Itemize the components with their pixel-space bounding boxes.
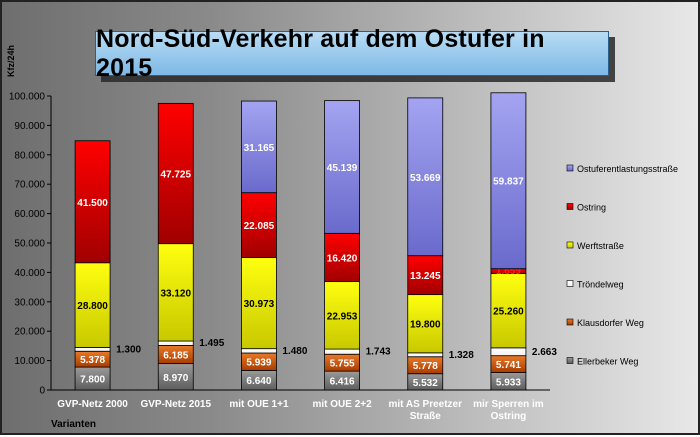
data-label: 1.328 xyxy=(449,350,474,361)
x-category-label: GVP-Netz 2015 xyxy=(140,399,211,410)
data-label: 19.800 xyxy=(410,320,441,331)
legend-label: Ostuferentlastungsstraße xyxy=(577,164,678,174)
data-label: 8.970 xyxy=(163,373,188,384)
x-axis-label: Varianten xyxy=(51,419,97,430)
data-label: 25.260 xyxy=(493,307,524,318)
bar-segment-tr-ndelweg xyxy=(490,347,527,357)
data-label: 1.659 xyxy=(496,266,521,277)
legend-label: Ostring xyxy=(577,203,606,213)
y-tick-label: 60.000 xyxy=(14,209,45,220)
x-category-label: mit AS Preetzer xyxy=(388,399,462,410)
legend-swatch xyxy=(566,241,574,249)
data-label: 22.085 xyxy=(244,221,275,232)
legend-label: Werftstraße xyxy=(577,241,624,251)
bar-segment-tr-ndelweg xyxy=(157,340,194,346)
data-label: 5.939 xyxy=(246,358,271,369)
legend-label: Tröndelweg xyxy=(577,280,624,290)
y-tick-label: 70.000 xyxy=(14,180,45,191)
bar-segment-tr-ndelweg xyxy=(324,348,360,355)
bar-segment-tr-ndelweg xyxy=(241,348,277,354)
chart-title: Nord-Süd-Verkehr auf dem Ostufer in 2015 xyxy=(96,24,545,82)
data-label: 59.837 xyxy=(493,177,524,188)
bar-segment-werftstra-e xyxy=(157,243,194,342)
x-category-label: GVP-Netz 2000 xyxy=(57,399,128,410)
x-category-label: mir Sperren im xyxy=(473,399,544,410)
data-label: 5.755 xyxy=(330,359,355,370)
data-label: 1.743 xyxy=(366,347,391,358)
data-label: 6.416 xyxy=(330,377,355,388)
bar-segment-ostring xyxy=(74,140,111,264)
bar-segment-ostuferentlastungsstra-e xyxy=(324,100,360,234)
bar-segment-tr-ndelweg xyxy=(407,352,444,358)
legend-swatch xyxy=(566,203,574,210)
bar-segment-werftstra-e xyxy=(490,273,527,349)
legend-label: Ellerbeker Weg xyxy=(577,357,638,367)
data-label: 47.725 xyxy=(160,170,191,181)
x-category-label: mit OUE 2+2 xyxy=(312,399,372,410)
data-label: 5.933 xyxy=(496,377,521,388)
bar-segment-tr-ndelweg xyxy=(74,347,111,352)
data-label: 22.953 xyxy=(327,311,358,322)
x-category-label: Ostring xyxy=(491,411,527,422)
data-label: 33.120 xyxy=(160,288,191,299)
y-tick-label: 0 xyxy=(39,386,45,397)
chart-title-box: Nord-Süd-Verkehr auf dem Ostufer in 2015 xyxy=(95,25,609,82)
data-label: 13.245 xyxy=(410,271,441,282)
y-tick-label: 10.000 xyxy=(14,356,45,367)
legend-swatch xyxy=(566,357,574,364)
data-label: 31.165 xyxy=(244,143,275,154)
legend-swatch xyxy=(566,318,574,326)
data-label: 45.139 xyxy=(327,163,358,174)
bar-segment-werftstra-e xyxy=(324,281,360,350)
x-category-label: mit OUE 1+1 xyxy=(229,399,289,410)
bar-segment-ellerbeker-weg xyxy=(157,363,194,391)
bar-segment-ostring xyxy=(407,255,444,296)
data-label: 30.973 xyxy=(244,299,275,310)
data-label: 6.185 xyxy=(163,351,188,362)
y-tick-label: 100.000 xyxy=(9,92,46,103)
y-tick-label: 20.000 xyxy=(14,327,45,338)
data-label: 6.640 xyxy=(246,376,271,387)
data-label: 1.495 xyxy=(199,338,224,349)
y-tick-label: 30.000 xyxy=(14,297,45,308)
data-label: 5.378 xyxy=(80,355,105,366)
y-tick-label: 80.000 xyxy=(14,150,45,161)
bar-segment-ostring xyxy=(157,102,194,245)
data-label: 5.741 xyxy=(496,360,521,371)
bar-segment-ostuferentlastungsstra-e xyxy=(490,92,527,270)
data-label: 5.532 xyxy=(413,378,438,389)
data-label: 41.500 xyxy=(77,198,108,209)
data-label: 28.800 xyxy=(77,301,108,312)
legend-swatch xyxy=(566,164,574,172)
data-label: 2.663 xyxy=(532,347,557,358)
y-tick-label: 50.000 xyxy=(14,239,45,250)
legend-label: Klausdorfer Weg xyxy=(577,318,644,328)
data-label: 16.420 xyxy=(327,253,358,264)
y-tick-label: 90.000 xyxy=(14,121,45,132)
data-label: 53.669 xyxy=(410,173,441,184)
bar-segment-ostuferentlastungsstra-e xyxy=(407,97,444,257)
data-label: 5.778 xyxy=(413,361,438,372)
data-label: 1.300 xyxy=(116,344,141,355)
y-tick-label: 40.000 xyxy=(14,268,45,279)
data-label: 1.480 xyxy=(282,346,307,357)
legend-swatch xyxy=(566,280,574,287)
x-category-label: Straße xyxy=(410,411,442,422)
bar-segment-ostring xyxy=(241,192,277,259)
bar-segment-ostuferentlastungsstra-e xyxy=(241,100,277,194)
data-label: 7.800 xyxy=(80,375,105,386)
